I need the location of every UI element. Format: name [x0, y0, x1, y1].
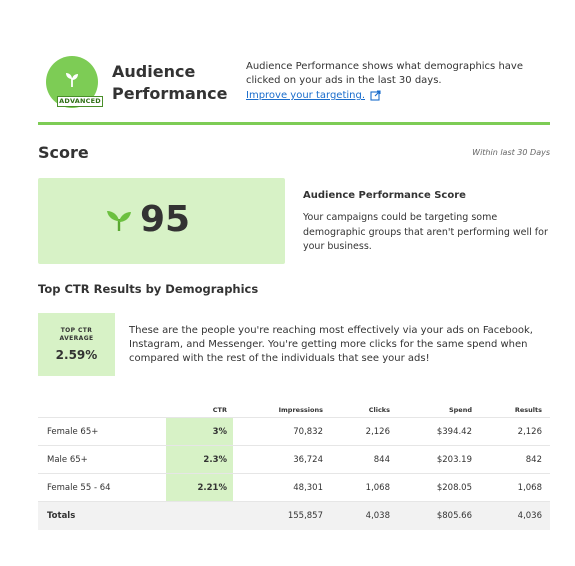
header-divider — [38, 122, 550, 125]
totals-label: Totals — [47, 511, 76, 521]
table-row: Male 65+ 2.3% 36,724 844 $203.19 842 — [38, 446, 550, 474]
row-demographic: Male 65+ — [47, 454, 88, 465]
ctr-heading: Top CTR Results by Demographics — [38, 282, 259, 296]
row-clicks: 2,126 — [365, 426, 390, 437]
advanced-label: ADVANCED — [57, 96, 103, 107]
row-results: 842 — [525, 454, 542, 465]
score-card: 95 — [38, 178, 285, 264]
totals-impressions: 155,857 — [287, 511, 323, 521]
score-value: 95 — [140, 199, 191, 240]
row-ctr: 2.21% — [166, 474, 233, 501]
score-heading: Score — [38, 143, 89, 162]
advanced-badge: ADVANCED — [46, 56, 103, 108]
external-link-icon[interactable] — [370, 90, 381, 101]
row-spend: $203.19 — [436, 454, 472, 465]
top-ctr-card: TOP CTR AVERAGE 2.59% — [38, 313, 115, 376]
row-impressions: 36,724 — [293, 454, 323, 465]
totals-results: 4,036 — [517, 511, 542, 521]
table-totals-row: Totals 155,857 4,038 $805.66 4,036 — [38, 502, 550, 530]
report-header: ADVANCED Audience Performance Audience P… — [38, 52, 550, 124]
column-header-ctr: CTR — [212, 405, 227, 414]
table-header-row: CTR Impressions Clicks Spend Results — [38, 402, 550, 418]
row-results: 1,068 — [517, 482, 542, 493]
table-row: Female 55 - 64 2.21% 48,301 1,068 $208.0… — [38, 474, 550, 502]
top-ctr-value: 2.59% — [55, 348, 98, 362]
row-spend: $394.42 — [436, 426, 472, 437]
score-description: Your campaigns could be targeting some d… — [303, 212, 548, 252]
row-ctr: 2.3% — [166, 446, 233, 473]
improve-targeting-link[interactable]: Improve your targeting. — [246, 90, 381, 101]
totals-clicks: 4,038 — [365, 511, 390, 521]
row-impressions: 48,301 — [293, 482, 323, 493]
row-demographic: Female 55 - 64 — [47, 482, 111, 493]
sprout-icon — [107, 211, 131, 231]
top-ctr-label: TOP CTR AVERAGE — [59, 327, 94, 342]
row-demographic: Female 65+ — [47, 426, 99, 437]
row-ctr: 3% — [166, 418, 233, 445]
page-title: Audience Performance — [112, 62, 228, 103]
row-results: 2,126 — [517, 426, 542, 437]
improve-targeting-link-text[interactable]: Improve your targeting. — [246, 90, 366, 101]
row-impressions: 70,832 — [293, 426, 323, 437]
sprout-icon — [66, 73, 78, 87]
row-clicks: 844 — [373, 454, 390, 465]
column-header-clicks: Clicks — [368, 405, 390, 414]
row-clicks: 1,068 — [365, 482, 390, 493]
totals-spend: $805.66 — [436, 511, 472, 521]
score-period: Within last 30 Days — [472, 148, 550, 157]
column-header-spend: Spend — [448, 405, 472, 414]
demographics-table: CTR Impressions Clicks Spend Results Fem… — [38, 402, 550, 530]
column-header-impressions: Impressions — [278, 405, 323, 414]
column-header-results: Results — [514, 405, 542, 414]
row-spend: $208.05 — [436, 482, 472, 493]
score-title: Audience Performance Score — [303, 190, 466, 201]
ctr-description: These are the people you're reaching mos… — [129, 325, 533, 364]
header-description: Audience Performance shows what demograp… — [246, 61, 523, 86]
table-row: Female 65+ 3% 70,832 2,126 $394.42 2,126 — [38, 418, 550, 446]
